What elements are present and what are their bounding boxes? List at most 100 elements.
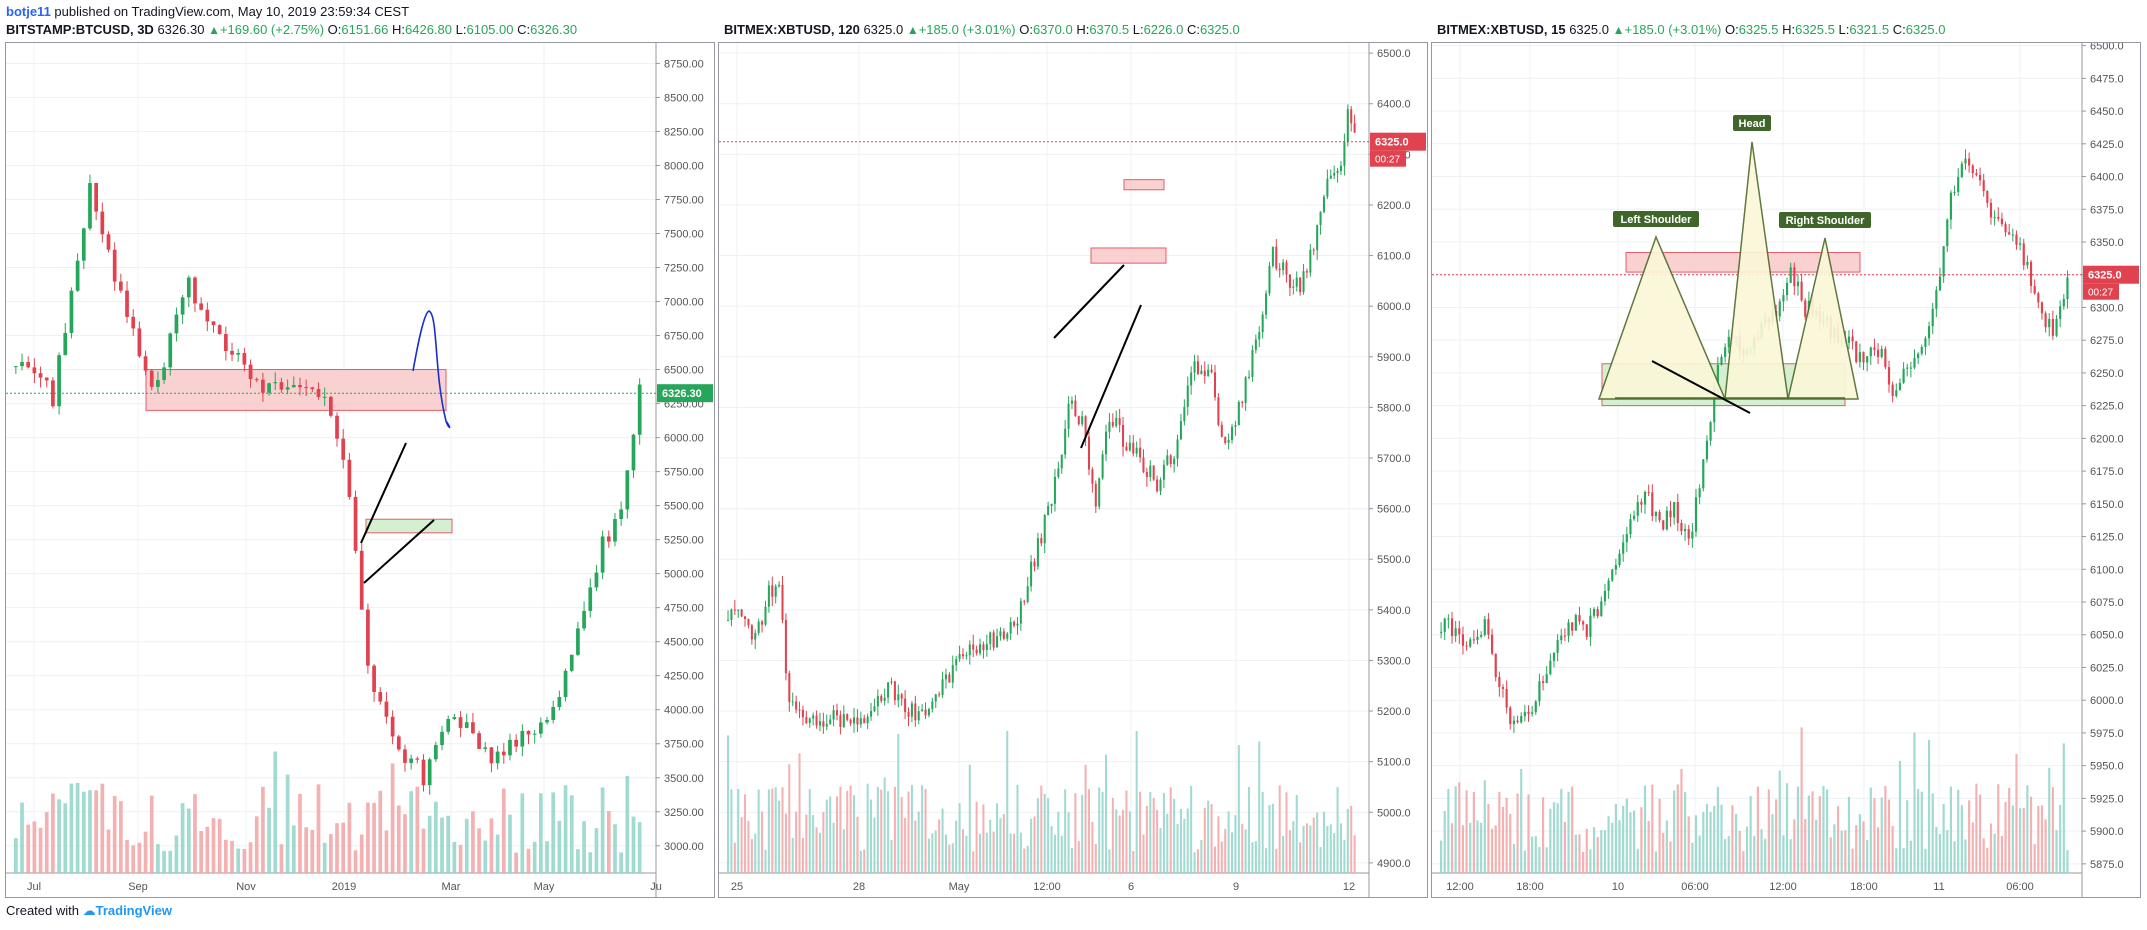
candle-body xyxy=(1989,202,1993,218)
volume-bar xyxy=(156,844,160,873)
candle-body xyxy=(1125,446,1128,451)
candle-body xyxy=(866,716,869,724)
volume-bar xyxy=(366,802,370,873)
volume-bar xyxy=(359,834,364,873)
volume-bar xyxy=(733,842,736,873)
volume-bar xyxy=(384,830,389,873)
chart-2-frame[interactable]: 6500.06400.06300.06200.06100.06000.05900… xyxy=(718,42,1428,898)
candle-body xyxy=(999,631,1002,637)
y-tick-label: 7750.00 xyxy=(664,194,704,206)
candle-body xyxy=(1305,271,1308,273)
volume-bar xyxy=(914,820,917,873)
candle-body xyxy=(897,694,900,701)
chart-2-svg[interactable]: 6500.06400.06300.06200.06100.06000.05900… xyxy=(719,43,1427,897)
candle-body xyxy=(2000,218,2003,225)
candle-body xyxy=(2026,261,2029,266)
volume-bar xyxy=(805,814,808,873)
chart-3-svg[interactable]: 6500.0 6475.0 6450.0 6425.0 6400.0 6375.0 6350… xyxy=(1432,41,2140,897)
volume-bar xyxy=(1618,820,1621,873)
candle-body xyxy=(1520,716,1523,723)
candle-body xyxy=(613,519,617,542)
y-tick-label: 5500.00 xyxy=(664,501,704,513)
volume-bar xyxy=(557,820,562,873)
chart-2-symbol[interactable]: BITMEX:XBTUSD, 120 xyxy=(724,22,860,37)
volume-bar xyxy=(1026,845,1029,873)
candle-body xyxy=(955,659,958,666)
candle-body xyxy=(193,277,197,304)
candle-body xyxy=(1006,633,1009,639)
volume-bar xyxy=(1917,789,1920,873)
volume-bar xyxy=(168,850,173,873)
volume-bar xyxy=(996,803,999,873)
volume-bar xyxy=(1333,833,1336,873)
volume-bar xyxy=(1793,819,1796,873)
candle-body xyxy=(20,361,24,367)
volume-bar xyxy=(1556,803,1559,873)
chart-3-frame[interactable]: 6500.0 6475.0 6450.0 6425.0 6400.0 6375.0 6350… xyxy=(1431,41,2141,898)
candle-body xyxy=(808,718,811,723)
candle-body xyxy=(1156,479,1159,492)
volume-bar xyxy=(1336,787,1339,873)
candle-body xyxy=(119,281,123,291)
candle-body xyxy=(1288,274,1291,288)
tradingview-brand[interactable]: TradingView xyxy=(95,903,172,918)
volume-bar xyxy=(1691,842,1694,873)
volume-bar xyxy=(106,829,111,873)
candle-body xyxy=(1483,619,1486,636)
volume-bar xyxy=(1173,798,1176,873)
volume-bar xyxy=(329,834,333,873)
chart-1-frame[interactable]: 8750.00 8500.00 8250.00 8000.00 7750.00 7500.… xyxy=(5,42,715,898)
volume-bar xyxy=(1231,832,1234,873)
candle-body xyxy=(291,384,296,388)
y-tick-label: 6200.0 xyxy=(1377,200,1411,212)
volume-bar xyxy=(2011,805,2014,873)
volume-bar xyxy=(2048,767,2051,873)
candle-body xyxy=(730,609,733,621)
volume-bar xyxy=(778,800,781,873)
candle-body xyxy=(825,723,828,727)
candle-body xyxy=(1705,440,1709,460)
volume-bar xyxy=(846,790,849,873)
candle-body xyxy=(1067,403,1070,429)
chart-3-symbol[interactable]: BITMEX:XBTUSD, 15 xyxy=(1437,22,1566,37)
volume-bar xyxy=(569,795,574,873)
candle-body xyxy=(1887,367,1891,385)
candle-body xyxy=(372,665,376,692)
author-link[interactable]: botje11 xyxy=(6,4,51,19)
candle-body xyxy=(576,628,580,655)
volume-bar xyxy=(965,835,968,873)
chart-1-symbol[interactable]: BITSTAMP:BTCUSD, 3D xyxy=(6,22,154,37)
candle-body xyxy=(1574,615,1577,631)
volume-bar xyxy=(788,764,791,873)
candle-body xyxy=(514,739,518,747)
volume-bar xyxy=(1261,791,1264,873)
candle-body xyxy=(1047,505,1050,516)
candle-body xyxy=(992,632,995,648)
volume-bar xyxy=(63,803,68,873)
volume-bar xyxy=(856,816,859,873)
candle-body xyxy=(1193,361,1196,373)
candle-body xyxy=(754,633,757,640)
chart-1-svg[interactable]: 8750.00 8500.00 8250.00 8000.00 7750.00 7500.… xyxy=(6,43,714,897)
candle-body xyxy=(248,364,253,380)
candle-body xyxy=(1217,397,1220,425)
candle-body xyxy=(75,260,80,291)
volume-bar xyxy=(631,816,636,873)
candle-body xyxy=(1122,424,1125,447)
candle-body xyxy=(818,721,821,726)
candle-body xyxy=(791,701,794,703)
chart-1-header: BITSTAMP:BTCUSD, 3D 6326.30 ▲+169.60 (+2… xyxy=(6,22,578,37)
volume-bar xyxy=(1906,800,1909,873)
candle-body xyxy=(2055,318,2058,336)
candle-body xyxy=(853,717,856,724)
candle-body xyxy=(1913,358,1916,368)
x-tick-label: 12:00 xyxy=(1446,881,1474,893)
volume-bar xyxy=(938,819,941,873)
candle-body xyxy=(1552,652,1556,661)
candle-body xyxy=(972,644,975,650)
candle-body xyxy=(1244,377,1247,404)
projection-curve xyxy=(412,310,451,429)
candle-body xyxy=(421,759,426,786)
volume-bar xyxy=(489,818,494,873)
volume-bar xyxy=(1771,814,1774,873)
